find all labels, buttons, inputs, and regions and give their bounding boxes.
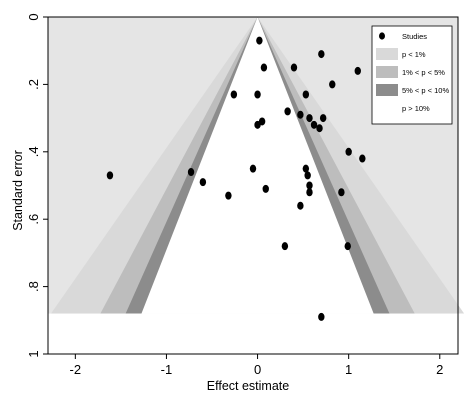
below-funnel-region (48, 313, 458, 354)
study-point-24 (106, 171, 114, 180)
x-axis: -2 -1 0 1 2 (70, 354, 443, 377)
contour-region-nonsignificant (141, 17, 374, 314)
study-point-5 (354, 66, 361, 75)
plot-frame (47, 16, 459, 355)
x-axis-title: Effect estimate (207, 379, 289, 393)
study-point-26 (306, 181, 313, 190)
study-point-1 (256, 36, 263, 45)
study-point-19 (359, 154, 366, 163)
study-point-12 (306, 114, 313, 123)
legend-label: p < 1% (402, 50, 426, 59)
study-point-13 (319, 114, 327, 123)
y-tick-label: .4 (26, 146, 41, 157)
y-tick-label: .8 (26, 281, 41, 292)
x-tick-label: 2 (436, 362, 443, 377)
study-point-18 (345, 147, 352, 156)
y-tick-label: 0 (26, 13, 41, 20)
legend-label: Studies (402, 32, 427, 41)
study-point-31 (297, 201, 304, 210)
legend-swatch-3 (376, 84, 398, 96)
study-point-10 (284, 107, 291, 116)
study-point-23 (304, 171, 311, 180)
study-point-22 (187, 168, 195, 177)
study-point-34 (318, 312, 325, 321)
study-point-6 (329, 80, 336, 89)
study-point-15 (254, 120, 261, 129)
study-point-27 (262, 184, 269, 193)
y-tick-label: .2 (26, 79, 41, 90)
study-point-21 (302, 164, 310, 173)
legend-swatch-2 (376, 66, 398, 78)
study-point-16 (310, 120, 318, 129)
contour-regions (51, 17, 465, 314)
study-point-20 (249, 164, 257, 173)
legend-swatch-1 (376, 48, 398, 60)
study-point-8 (254, 90, 261, 99)
study-point-29 (338, 188, 345, 197)
study-point-3 (260, 63, 268, 72)
study-points (106, 36, 366, 321)
legend-label: p > 10% (402, 104, 430, 113)
study-point-2 (318, 50, 325, 59)
study-point-30 (225, 191, 232, 200)
y-axis-title: Standard error (11, 150, 25, 231)
legend-label: 1% < p < 5% (402, 68, 445, 77)
legend-swatch-4 (376, 102, 398, 114)
study-point-25 (199, 178, 207, 187)
study-point-11 (297, 110, 304, 119)
legend-marker-studies (379, 32, 385, 40)
y-tick-label: 1 (26, 350, 41, 357)
y-tick-label: .6 (26, 214, 41, 225)
x-tick-label: 0 (254, 362, 261, 377)
study-point-33 (344, 242, 351, 251)
study-point-7 (230, 90, 238, 99)
study-point-32 (281, 242, 289, 251)
x-tick-label: -2 (70, 362, 82, 377)
legend: Studies p < 1% 1% < p < 5% 5% < p < 10% p > … (371, 25, 453, 125)
study-point-9 (302, 90, 310, 99)
legend-label: 5% < p < 10% (402, 86, 449, 95)
y-axis: 0 .2 .4 .6 .8 1 (26, 13, 48, 358)
study-point-28 (306, 188, 313, 197)
x-tick-label: -1 (161, 362, 173, 377)
x-tick-label: 1 (345, 362, 352, 377)
study-point-17 (316, 124, 323, 133)
study-point-4 (290, 63, 298, 72)
